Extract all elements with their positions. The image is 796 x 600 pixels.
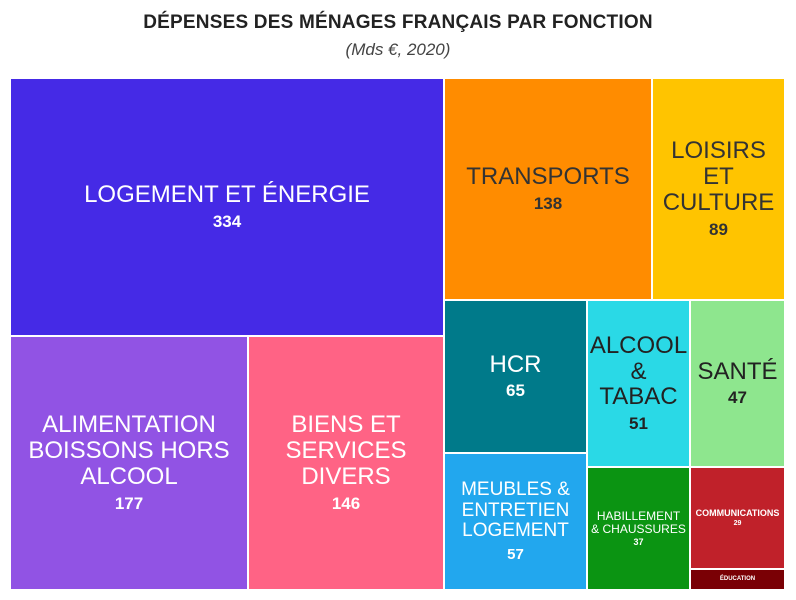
tile-value: 37 — [633, 537, 644, 548]
treemap-tile-habillement-and-chaussures: HABILLEMENT & CHAUSSURES 37 — [587, 467, 690, 590]
tile-value: 51 — [629, 414, 648, 434]
treemap-tile-sante: SANTÉ 47 — [690, 300, 785, 467]
tile-label: LOGEMENT ET ÉNERGIE — [84, 181, 370, 209]
tile-label: MEUBLES & ENTRETIEN LOGEMENT — [461, 479, 570, 542]
tile-label: ALIMENTATION BOISSONS HORS ALCOOL — [28, 411, 230, 490]
treemap-tile-education: ÉDUCATION — [690, 569, 785, 590]
treemap-tile-alimentation-boissons-hors-alcool: ALIMENTATION BOISSONS HORS ALCOOL 177 — [10, 336, 248, 590]
treemap-tile-communications: COMMUNICATIONS 29 — [690, 467, 785, 569]
treemap-tile-meubles-and-entretien-logement: MEUBLES & ENTRETIEN LOGEMENT 57 — [444, 453, 587, 590]
treemap-tile-biens-et-services-divers: BIENS ET SERVICES DIVERS 146 — [248, 336, 444, 590]
treemap-tile-alcool-and-tabac: ALCOOL & TABAC 51 — [587, 300, 690, 467]
tile-value: 138 — [533, 193, 563, 213]
tile-value: 29 — [733, 520, 742, 528]
tile-label: ALCOOL & TABAC — [589, 331, 688, 411]
tile-value: 177 — [114, 493, 144, 513]
tile-value: 146 — [331, 493, 361, 513]
tile-label: LOISIRS ET CULTURE — [662, 137, 775, 216]
tile-value: 89 — [709, 219, 728, 239]
tile-label: ÉDUCATION — [719, 576, 756, 583]
tile-value: 57 — [507, 545, 524, 563]
tile-label: HCR — [489, 350, 542, 378]
tile-label: TRANSPORTS — [466, 163, 630, 191]
tile-label: BIENS ET SERVICES DIVERS — [285, 411, 407, 490]
treemap-tile-loisirs-et-culture: LOISIRS ET CULTURE 89 — [652, 78, 785, 300]
treemap-tile-transports: TRANSPORTS 138 — [444, 78, 652, 300]
chart-title: DÉPENSES DES MÉNAGES FRANÇAIS PAR FONCTI… — [143, 12, 653, 33]
tile-label: HABILLEMENT & CHAUSSURES — [591, 508, 686, 536]
treemap: LOGEMENT ET ÉNERGIE 334 ALIMENTATION BOISS… — [10, 78, 785, 590]
treemap-tile-logement-et-energie: LOGEMENT ET ÉNERGIE 334 — [10, 78, 444, 336]
tile-label: COMMUNICATIONS — [695, 507, 780, 518]
tile-value: 47 — [728, 388, 747, 408]
treemap-tile-hcr: HCR 65 — [444, 300, 587, 453]
tile-value: 334 — [212, 211, 242, 231]
chart-subtitle: (Mds €, 2020) — [345, 40, 451, 59]
tile-value: 65 — [506, 381, 525, 401]
tile-label: SANTÉ — [697, 357, 778, 385]
